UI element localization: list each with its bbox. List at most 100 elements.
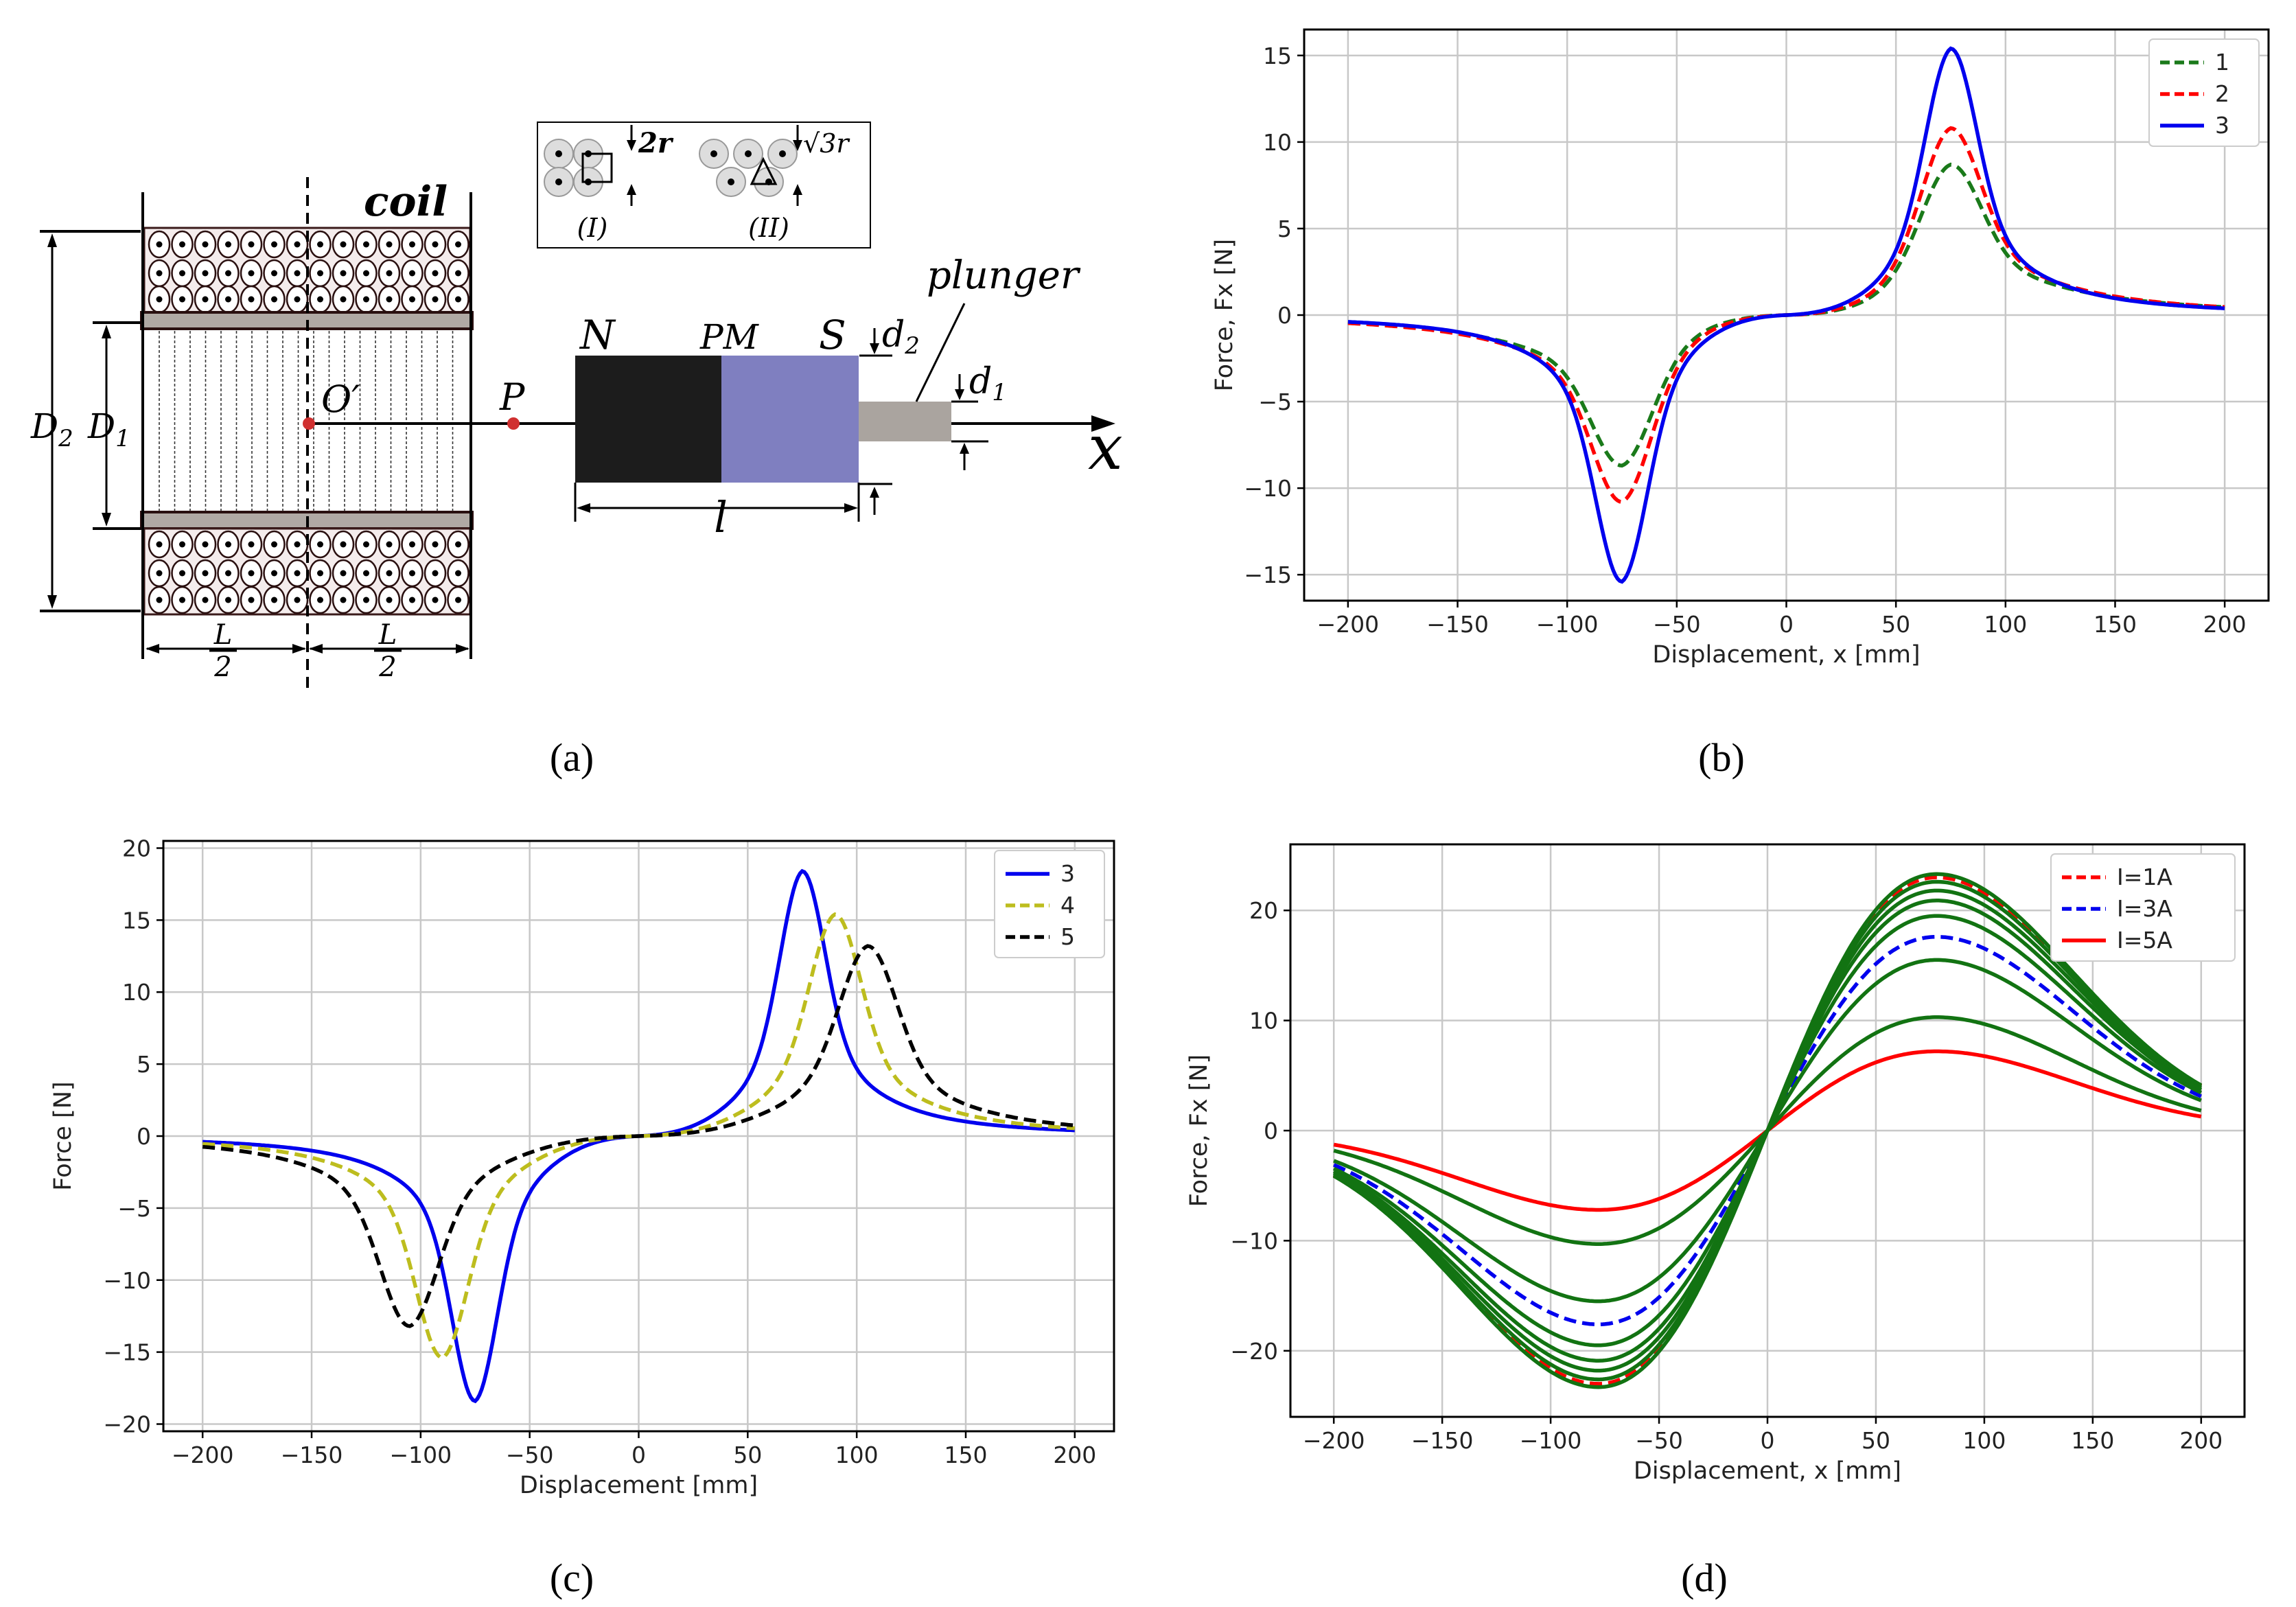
coil-turn-dot xyxy=(294,241,301,248)
label-two-right: 2 xyxy=(378,651,396,683)
x-tick-label: −150 xyxy=(281,1442,343,1468)
coil-turn-dot xyxy=(386,241,393,248)
coil-turn-dot xyxy=(455,570,461,577)
legend-label: 2 xyxy=(2215,80,2229,107)
label-l: l xyxy=(714,492,728,542)
x-tick-label: 0 xyxy=(1761,1427,1775,1454)
coil-turn-dot xyxy=(225,597,231,603)
label-L-right: L xyxy=(378,619,397,651)
coil-turn-dot xyxy=(271,296,277,303)
inset-label-II: (II) xyxy=(748,213,789,243)
label-N: N xyxy=(579,312,616,358)
panel-label-a: (a) xyxy=(550,735,594,780)
series-line-3 xyxy=(1347,46,2225,584)
coil-turn-dot xyxy=(271,241,277,248)
y-tick-label: −15 xyxy=(103,1339,151,1366)
coil-turn-dot xyxy=(409,270,415,277)
coil-turn-dot xyxy=(179,597,185,603)
plunger-pointer xyxy=(915,303,966,402)
x-axis-label: Displacement, x [mm] xyxy=(1634,1457,1901,1485)
x-tick-label: −50 xyxy=(1635,1427,1683,1454)
x-tick-label: −150 xyxy=(1411,1427,1474,1454)
coil-field-lines xyxy=(159,331,454,511)
d2-down-head xyxy=(870,343,879,354)
coil-turn-dot xyxy=(202,270,209,277)
x-tick-label: 0 xyxy=(1779,611,1794,638)
label-S: S xyxy=(819,312,846,358)
coil-turn-dot xyxy=(340,241,347,248)
d2-arrow-up xyxy=(47,233,57,247)
label-D2: D2 xyxy=(30,406,73,452)
coil-turn-dot xyxy=(225,541,231,548)
inset-arrow-head xyxy=(627,140,636,151)
inset-arrangements xyxy=(544,125,802,206)
coil-turn-dot xyxy=(363,241,369,248)
coil-turn-dot xyxy=(409,241,415,248)
y-tick-label: 0 xyxy=(1264,1118,1278,1144)
coil-turn-dot xyxy=(179,296,185,303)
coil-turn-dot xyxy=(202,296,209,303)
point-O xyxy=(303,417,315,430)
coil-turn-dot xyxy=(409,541,415,548)
coil-turn-dot xyxy=(225,296,231,303)
y-tick-label: 0 xyxy=(137,1123,151,1150)
coil-turn-dot xyxy=(271,597,277,603)
chart-panel-d: −200 −150 −100 −50 0 50 100 150 200−20−1001020Di… xyxy=(1185,843,2246,1485)
x-tick-label: 100 xyxy=(835,1442,879,1468)
coil-turn-dot xyxy=(294,570,301,577)
coil-turn-dot xyxy=(363,296,369,303)
inset-arrow-head xyxy=(793,140,802,151)
coil-turn-dot xyxy=(156,597,163,603)
coil-turn-dot xyxy=(363,597,369,603)
l-arrow-right xyxy=(844,503,858,513)
label-two-left: 2 xyxy=(213,651,231,683)
coil-turns-bottom xyxy=(148,530,469,614)
inset-square xyxy=(581,152,613,183)
coil-turn-dot xyxy=(432,541,439,548)
y-axis-label: Force [N] xyxy=(49,1081,77,1190)
coil-turn-dot xyxy=(340,597,347,603)
coil-turn-dot xyxy=(386,570,393,577)
magnet-north xyxy=(575,356,721,483)
coil-turn-dot xyxy=(202,541,209,548)
coil-turn-dot xyxy=(156,541,163,548)
x-axis-label: Displacement [mm] xyxy=(520,1472,758,1499)
y-tick-label: 0 xyxy=(1277,302,1292,329)
coil-turn-dot xyxy=(179,570,185,577)
coil-turn-dot xyxy=(386,296,393,303)
x-tick-label: −50 xyxy=(1653,611,1701,638)
coil-turn-dot xyxy=(340,296,347,303)
panel-label-b: (b) xyxy=(1698,735,1745,780)
y-tick-label: −5 xyxy=(1258,389,1292,415)
x-tick-label: 50 xyxy=(1881,611,1910,638)
inset-wire-center xyxy=(710,150,717,157)
inset-wire-center xyxy=(555,150,562,157)
d1-arrow-up xyxy=(102,325,111,338)
coil-turn-dot xyxy=(225,570,231,577)
coil-turn-dot xyxy=(340,270,347,277)
inset-label-I: (I) xyxy=(577,213,608,243)
d1-arrow-down xyxy=(102,513,111,527)
x-tick-label: 200 xyxy=(2179,1427,2223,1454)
legend-box xyxy=(2050,853,2236,962)
coil-turn-dot xyxy=(409,570,415,577)
coil-turn-dot xyxy=(432,570,439,577)
y-tick-label: −20 xyxy=(1230,1338,1278,1365)
x-tick-label: 150 xyxy=(944,1442,987,1468)
y-tick-label: −20 xyxy=(103,1411,151,1438)
series-line-5 xyxy=(202,944,1076,1328)
y-tick-label: −10 xyxy=(1244,475,1292,502)
x-tick-label: 0 xyxy=(631,1442,646,1468)
coil-turn-dot xyxy=(294,541,301,548)
coil-turn-dot xyxy=(340,541,347,548)
chart-panel-c: −200 −150 −100 −50 0 50 100 150 200−20−15−10−505… xyxy=(49,835,1115,1499)
legend-label: 4 xyxy=(1060,892,1075,918)
inset-label-sqrt3r: √3r xyxy=(803,128,850,159)
coil-turn-dot xyxy=(248,270,255,277)
coil-turn-dot xyxy=(455,541,461,548)
x-tick-label: −200 xyxy=(1303,1427,1365,1454)
coil-turn-dot xyxy=(363,270,369,277)
x-tick-label: −100 xyxy=(1536,611,1599,638)
legend-label: I=5A xyxy=(2117,927,2172,953)
